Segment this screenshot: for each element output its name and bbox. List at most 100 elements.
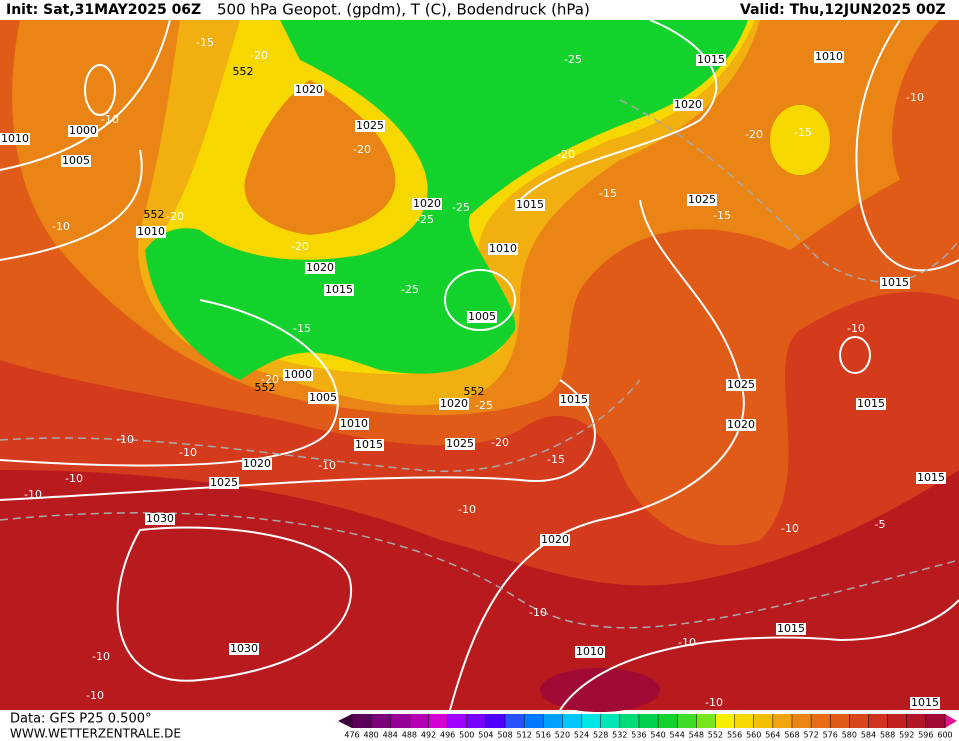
isobar-label-box <box>696 54 726 66</box>
colorbar-bin <box>409 714 430 728</box>
isobar-label-box <box>673 99 703 111</box>
isobar-label-box <box>445 438 475 450</box>
colorbar-tick-label: 512 <box>517 731 532 740</box>
geopotential-label: 552 <box>255 381 276 394</box>
isobar-label: 1015 <box>911 696 939 709</box>
colorbar-bin <box>371 714 391 728</box>
isobar-label-box <box>355 120 385 132</box>
temperature-label: -10 <box>705 696 723 709</box>
isobar-label: 1000 <box>284 368 312 381</box>
isobar-label: 1000 <box>69 124 97 137</box>
colorbar-bin <box>390 714 410 728</box>
isobar-label-box <box>916 472 946 484</box>
colorbar-tick-label: 564 <box>765 731 780 740</box>
isobar-label: 1010 <box>489 242 517 255</box>
isobar-label: 1025 <box>210 476 238 489</box>
colorbar-bin <box>638 714 659 728</box>
colorbar-tick-label: 516 <box>536 731 551 740</box>
colorbar-bin <box>581 714 602 728</box>
colorbar-arrow-high <box>945 714 957 728</box>
isobar-label-box <box>575 646 605 658</box>
colorbar-tick-label: 580 <box>842 731 857 740</box>
temperature-label: -20 <box>353 143 371 156</box>
map-title: 500 hPa Geopot. (gpdm), T (C), Bodendruc… <box>217 1 590 19</box>
isobar-label: 1015 <box>516 198 544 211</box>
isobar-label: 1010 <box>1 132 29 145</box>
isobar <box>449 199 745 711</box>
isotherm <box>0 379 641 472</box>
temperature-label: -20 <box>166 210 184 223</box>
isobar-label-box <box>229 643 259 655</box>
colorbar-bin <box>925 714 946 728</box>
isobar-label: 1030 <box>230 642 258 655</box>
isobar-label: 1010 <box>340 417 368 430</box>
colorbar-tick-label: 592 <box>899 731 914 740</box>
colorbar-tick-label: 560 <box>746 731 761 740</box>
isobar <box>559 599 959 711</box>
temperature-label: -10 <box>52 220 70 233</box>
colorbar-tick-label: 544 <box>670 731 685 740</box>
colorbar-bin <box>849 714 869 728</box>
footer: Data: GFS P25 0.500° WWW.WETTERZENTRALE.… <box>10 712 181 741</box>
colorbar-tick-label: 600 <box>937 731 952 740</box>
isobar-label-box <box>515 199 545 211</box>
isobar-label-box <box>61 155 91 167</box>
colorbar-bin <box>505 714 525 728</box>
colorbar-tick-label: 496 <box>440 731 455 740</box>
isobar-label: 1020 <box>727 418 755 431</box>
geopotential-label: 552 <box>464 385 485 398</box>
temperature-label: -15 <box>196 36 214 49</box>
init-time: Init: Sat,31MAY2025 06Z <box>6 2 201 18</box>
isobar-label: 1015 <box>560 393 588 406</box>
isobar-label-box <box>687 194 717 206</box>
colorbar-bin <box>524 714 544 728</box>
temperature-label: -15 <box>599 187 617 200</box>
isobar-label: 1020 <box>541 533 569 546</box>
isobar-label: 1015 <box>697 53 725 66</box>
isobar-label-box <box>814 51 844 63</box>
colorbar-tick-label: 504 <box>478 731 493 740</box>
temperature-label: -15 <box>713 209 731 222</box>
colorbar-tick-label: 552 <box>708 731 723 740</box>
isobar-label-box <box>540 534 570 546</box>
colorbar-tick-label: 524 <box>574 731 589 740</box>
isobar <box>0 299 339 467</box>
colorbar-tick-label: 540 <box>650 731 665 740</box>
temperature-label: -10 <box>116 433 134 446</box>
colorbar-tick-label: 480 <box>363 731 378 740</box>
colorbar-bin <box>830 714 850 728</box>
colorbar-tick-label: 572 <box>803 731 818 740</box>
temperature-label: -5 <box>875 518 886 531</box>
colorbar-bin <box>753 714 774 728</box>
isobar <box>519 19 718 201</box>
temperature-label: -25 <box>401 283 419 296</box>
isobar-label: 1020 <box>243 457 271 470</box>
temperature-label: -10 <box>529 606 547 619</box>
colorbar-tick-label: 536 <box>631 731 646 740</box>
temperature-label: -10 <box>678 636 696 649</box>
isobar-label: 1015 <box>917 471 945 484</box>
isobar-label: 1015 <box>325 283 353 296</box>
isobar-label: 1005 <box>468 310 496 323</box>
isobar-label-box <box>726 419 756 431</box>
colorbar-tick-label: 476 <box>344 731 359 740</box>
isobar <box>0 149 143 261</box>
colorbar-tick-label: 508 <box>497 731 512 740</box>
isotherms <box>0 99 959 629</box>
temperature-label: -20 <box>291 240 309 253</box>
map-labels: 1015 101010201020102510001005101010201020… <box>0 36 946 709</box>
isobar-label: 1025 <box>688 193 716 206</box>
temperature-label: -10 <box>906 91 924 104</box>
geopotential-label: 552 <box>233 65 254 78</box>
colorbar-tick-label: 484 <box>383 731 398 740</box>
isobars <box>0 19 959 711</box>
colorbar-tick-label: 588 <box>880 731 895 740</box>
colorbar-bin <box>466 714 487 728</box>
isobar-label: 1010 <box>137 225 165 238</box>
header: Init: Sat,31MAY2025 06Z 500 hPa Geopot. … <box>6 1 946 19</box>
isobar-label: 1025 <box>446 437 474 450</box>
isotherm <box>0 512 959 629</box>
isobar-label-box <box>294 84 324 96</box>
